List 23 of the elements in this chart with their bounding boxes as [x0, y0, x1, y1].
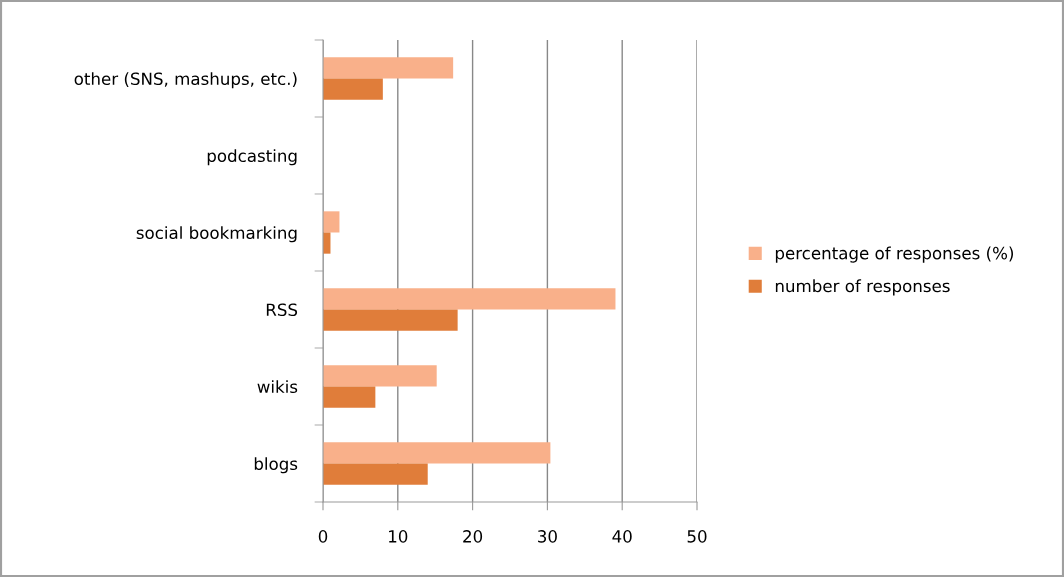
- legend-label: number of responses: [775, 279, 950, 296]
- bar: [323, 386, 376, 408]
- x-tick-label: 10: [389, 530, 408, 543]
- x-tick-label: 40: [612, 530, 632, 543]
- bar: [323, 442, 551, 464]
- legend-label: percentage of responses (%): [775, 246, 1014, 263]
- x-tick-label: 30: [538, 530, 557, 543]
- x-tick-label: 50: [687, 530, 707, 543]
- y-tick-label: blogs: [254, 457, 298, 474]
- y-tick-label: wikis: [257, 380, 298, 394]
- x-tick-label: 0: [318, 530, 328, 543]
- y-tick-label: RSS: [266, 303, 298, 317]
- bar: [323, 57, 454, 79]
- bar: [323, 309, 458, 331]
- bar: [323, 463, 428, 485]
- y-tick-label: podcasting: [207, 149, 297, 166]
- y-tick-label: other (SNS, mashups, etc.): [74, 72, 297, 89]
- bar: [323, 288, 616, 310]
- x-tick-label: 20: [463, 530, 483, 543]
- y-tick-label: social bookmarking: [136, 226, 297, 243]
- bar: [323, 365, 437, 387]
- bar: [323, 78, 383, 100]
- bar: [323, 211, 340, 233]
